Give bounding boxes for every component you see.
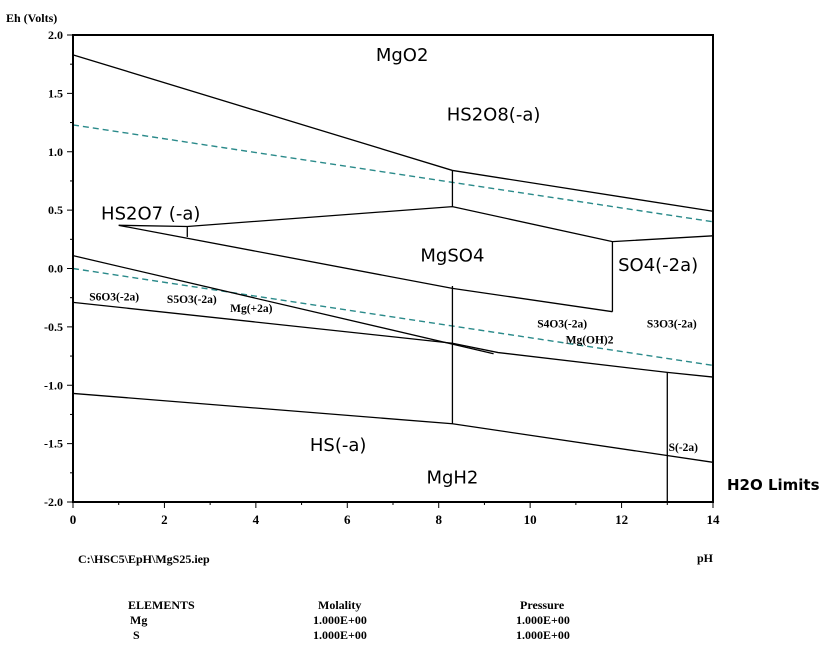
table-cell-element: S (133, 628, 140, 642)
x-tick-label: 8 (435, 512, 442, 527)
species-label: S(-2a) (669, 442, 699, 454)
y-axis-label: Eh (Volts) (6, 11, 57, 25)
y-tick-label: -2.0 (44, 495, 63, 509)
x-tick-label: 6 (344, 512, 351, 527)
species-label: S6O3(-2a) (89, 292, 139, 304)
region-label: HS(-a) (310, 435, 367, 456)
species-label: Mg(OH)2 (566, 335, 614, 347)
species-label: Mg(+2a) (230, 303, 272, 315)
species-label: S3O3(-2a) (647, 318, 697, 330)
x-tick-label: 2 (161, 512, 168, 527)
region-label: MgH2 (426, 467, 478, 488)
boundary-line (72, 54, 714, 212)
species-labels: S6O3(-2a) S5O3(-2a) Mg(+2a) S4O3(-2a) Mg(OH)… (89, 292, 698, 455)
y-tick-label: 0.0 (48, 262, 63, 276)
region-label: SO4(-2a) (618, 255, 698, 276)
region-labels: MgO2 HS2O8(-a) HS2O7 (-a) MgSO4 SO4(-2a) HS(-… (101, 45, 698, 489)
species-label: S4O3(-2a) (537, 318, 587, 330)
boundary-line (72, 392, 714, 463)
y-tick-label: 1.0 (48, 145, 63, 159)
table-cell-pressure: 1.000E+00 (516, 613, 570, 627)
table-cell-molality: 1.000E+00 (313, 628, 367, 642)
water-limit-lines (72, 124, 714, 367)
file-path: C:\HSC5\EpH\MgS25.iep (78, 552, 210, 566)
boundary-line (72, 255, 494, 355)
axis-ticks (67, 34, 714, 508)
boundary-lines (72, 54, 714, 502)
region-label: HS2O7 (-a) (101, 204, 200, 225)
y-tick-label: -0.5 (44, 320, 63, 334)
water-limit-line (72, 124, 714, 223)
water-limit-line (72, 267, 714, 367)
region-label: HS2O8(-a) (447, 104, 541, 125)
y-tick-label: 2.0 (48, 28, 63, 42)
table-cell-molality: 1.000E+00 (313, 613, 367, 627)
region-label: MgO2 (376, 45, 429, 66)
x-tick-label: 0 (70, 512, 77, 527)
y-tick-label: 0.5 (48, 203, 63, 217)
species-label: S5O3(-2a) (167, 294, 217, 306)
h2o-limits-label: H2O Limits (727, 476, 820, 494)
x-tick-label: 14 (707, 512, 721, 527)
y-tick-label: 1.5 (48, 86, 63, 100)
table-cell-pressure: 1.000E+00 (516, 628, 570, 642)
table-header-pressure: Pressure (520, 598, 565, 612)
tick-labels: 2.0 1.5 1.0 0.5 0.0 -0.5 -1.0 -1.5 -2.0 0 2 4 6 8 10 12… (44, 28, 720, 527)
table-header-elements: ELEMENTS (128, 598, 195, 612)
region-label: MgSO4 (420, 246, 484, 267)
table-header-molality: Molality (318, 598, 362, 612)
boundary-line (118, 205, 714, 243)
boundary-line (72, 301, 714, 378)
table-cell-element: Mg (130, 613, 148, 627)
x-axis-label: pH (697, 551, 714, 565)
y-tick-label: -1.0 (44, 378, 63, 392)
x-tick-label: 12 (615, 512, 628, 527)
y-tick-label: -1.5 (44, 437, 63, 451)
x-tick-label: 4 (253, 512, 260, 527)
plot-frame (72, 34, 714, 503)
x-tick-label: 10 (524, 512, 537, 527)
